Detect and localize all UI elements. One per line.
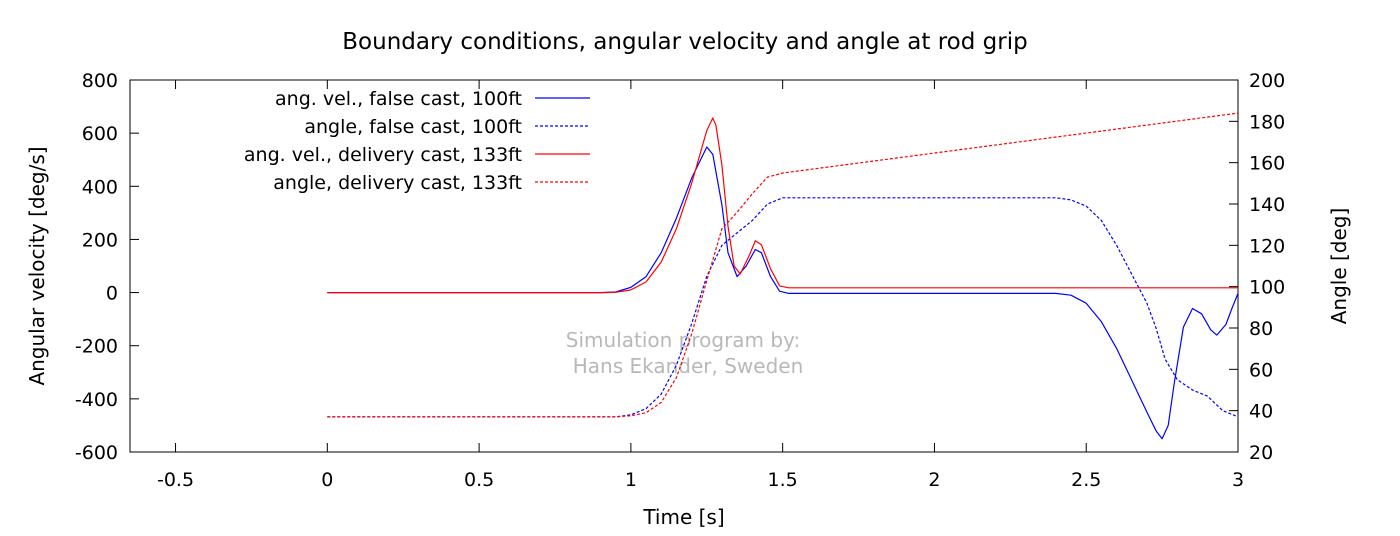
y-tick-label: 800 — [82, 70, 118, 92]
y2-tick-label: 120 — [1249, 235, 1285, 257]
y2-tick-label: 60 — [1249, 359, 1273, 381]
y-axis-title: Angular velocity [deg/s] — [25, 146, 49, 385]
y2-axis-title: Angle [deg] — [1327, 208, 1351, 325]
y2-tick-label: 80 — [1249, 318, 1273, 340]
x-axis-tick-labels: -0.5 0 0.5 1 1.5 2 2.5 3 — [157, 469, 1244, 491]
y2-tick-label: 180 — [1249, 111, 1285, 133]
y-tick-label: 200 — [82, 229, 118, 251]
x-axis-title: Time [s] — [642, 505, 724, 529]
y2-tick-label: 20 — [1249, 442, 1273, 464]
x-tick-label: 0.5 — [464, 469, 494, 491]
y2-tick-label: 140 — [1249, 194, 1285, 216]
y-tick-label: 0 — [106, 283, 118, 305]
legend-label-2: angle, false cast, 100ft — [304, 116, 522, 138]
watermark-line-2: Hans Ekander, Sweden — [573, 354, 804, 378]
y2-tick-label: 160 — [1249, 153, 1285, 175]
y2-tick-label: 40 — [1249, 401, 1273, 423]
x-tick-label: 2 — [928, 469, 940, 491]
y-tick-label: -200 — [75, 336, 118, 358]
series-line-3 — [327, 117, 1238, 294]
y2-tick-label: 100 — [1249, 277, 1285, 299]
plot-frame — [129, 79, 1239, 453]
y-tick-label: -600 — [75, 442, 118, 464]
series-line-2 — [327, 197, 1239, 418]
y-axis-tick-labels: -600 -400 -200 0 200 400 600 800 — [75, 70, 118, 464]
x-tick-label: 1.5 — [768, 469, 798, 491]
x-tick-label: 1 — [625, 469, 637, 491]
x-tick-label: -0.5 — [157, 469, 194, 491]
axis-ticks — [130, 79, 1239, 453]
y-tick-label: -400 — [75, 389, 118, 411]
x-tick-label: 3 — [1232, 469, 1244, 491]
x-tick-label: 2.5 — [1071, 469, 1101, 491]
legend-label-1: ang. vel., false cast, 100ft — [275, 88, 522, 110]
legend-label-3: ang. vel., delivery cast, 133ft — [244, 144, 522, 166]
legend: ang. vel., false cast, 100ft angle, false… — [244, 88, 590, 194]
y2-tick-label: 200 — [1249, 70, 1285, 92]
y2-axis-tick-labels: 20 40 60 80 100 120 140 160 180 200 — [1249, 70, 1285, 464]
x-tick-label: 0 — [321, 469, 333, 491]
y-tick-label: 400 — [82, 176, 118, 198]
legend-label-4: angle, delivery cast, 133ft — [273, 172, 522, 194]
watermark: Simulation program by: Hans Ekander, Swe… — [566, 328, 803, 378]
y-tick-label: 600 — [82, 123, 118, 145]
series-layer — [327, 112, 1239, 440]
chart-title: Boundary conditions, angular velocity an… — [342, 29, 1027, 55]
series-line-4 — [327, 112, 1239, 418]
series-line-1 — [327, 146, 1239, 440]
